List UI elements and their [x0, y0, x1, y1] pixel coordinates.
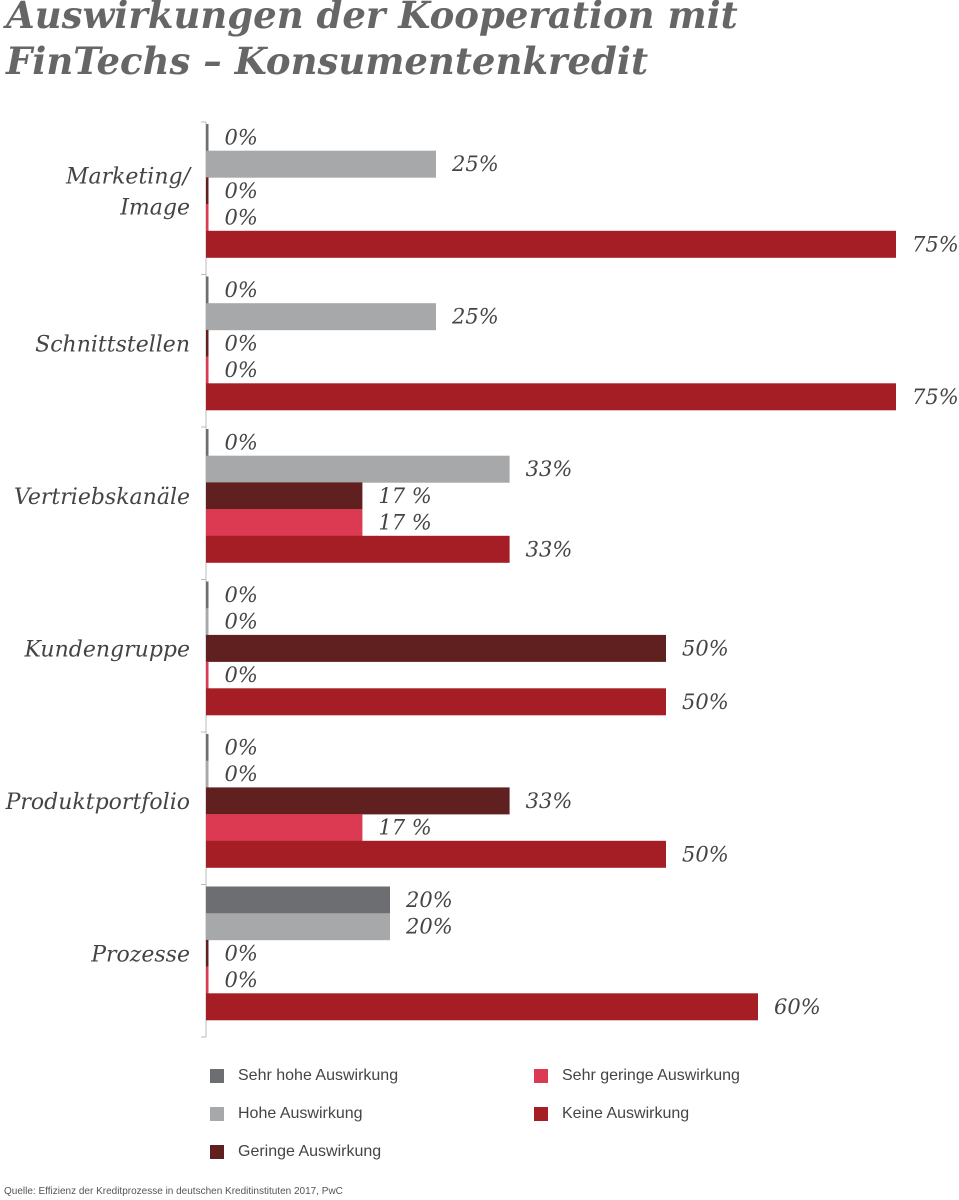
- chart-legend: Sehr hohe Auswirkung Hohe Auswirkung Gerin…: [210, 1058, 910, 1178]
- chart-title: Auswirkungen der Kooperation mit FinTech…: [6, 0, 946, 84]
- data-label: 33%: [526, 537, 573, 561]
- legend-label: Keine Auswirkung: [562, 1105, 690, 1122]
- legend-label: Sehr geringe Auswirkung: [562, 1067, 740, 1084]
- legend-label: Hohe Auswirkung: [238, 1105, 363, 1122]
- bar: [206, 276, 209, 304]
- category-label: Image: [119, 195, 190, 220]
- bar: [206, 329, 209, 357]
- legend-swatch: [210, 1145, 224, 1159]
- data-label: 0%: [225, 762, 258, 786]
- category-label: Marketing/: [65, 164, 193, 189]
- category-label: Vertriebskanäle: [14, 485, 190, 510]
- legend-swatch: [534, 1069, 548, 1083]
- data-label: 0%: [225, 126, 258, 150]
- category-label: Produktportfolio: [5, 790, 190, 815]
- bar: [206, 939, 209, 967]
- bar-chart: Marketing/Image0%25%0%0%75%Schnittstelle…: [5, 121, 959, 1038]
- bar: [206, 661, 209, 689]
- bar: [206, 787, 510, 815]
- bar: [206, 535, 510, 563]
- data-label: 20%: [405, 888, 453, 912]
- bar: [206, 177, 209, 205]
- legend-swatch: [210, 1069, 224, 1083]
- category-label: Prozesse: [90, 942, 190, 967]
- source-note: Quelle: Effizienz der Kreditprozesse in …: [4, 1186, 343, 1197]
- data-label: 17 %: [378, 816, 431, 840]
- data-label: 17 %: [378, 511, 431, 535]
- legend-item: Sehr hohe Auswirkung: [210, 1058, 398, 1094]
- data-label: 50%: [682, 842, 729, 866]
- data-label: 0%: [225, 583, 258, 607]
- bar: [206, 124, 209, 151]
- bar: [206, 760, 209, 788]
- legend-label: Geringe Auswirkung: [238, 1143, 382, 1160]
- data-label: 25%: [451, 152, 499, 176]
- bar: [206, 913, 390, 941]
- bar: [206, 886, 390, 914]
- bar: [206, 581, 209, 609]
- data-label: 50%: [682, 636, 729, 660]
- data-label: 75%: [912, 385, 959, 409]
- bar: [206, 455, 510, 483]
- chart-title-line-1: Auswirkungen der Kooperation mit: [6, 0, 738, 37]
- bar: [206, 608, 209, 636]
- legend-swatch: [534, 1107, 548, 1121]
- category-label: Schnittstellen: [35, 332, 190, 357]
- data-label: 0%: [225, 278, 258, 302]
- data-label: 0%: [225, 179, 258, 203]
- bar: [206, 482, 363, 510]
- data-label: 60%: [774, 995, 821, 1019]
- data-label: 0%: [225, 941, 258, 965]
- category-label: Kundengruppe: [23, 637, 190, 662]
- bar: [206, 383, 896, 411]
- bar: [206, 966, 209, 994]
- chart-title-line-2: FinTechs – Konsumentenkredit: [6, 39, 649, 83]
- legend-swatch: [210, 1107, 224, 1121]
- legend-item: Hohe Auswirkung: [210, 1096, 363, 1132]
- legend-label: Sehr hohe Auswirkung: [238, 1067, 399, 1084]
- data-label: 25%: [451, 305, 499, 329]
- bar: [206, 356, 209, 384]
- bar: [206, 814, 363, 842]
- data-label: 0%: [225, 206, 258, 230]
- bar: [206, 509, 363, 537]
- data-label: 0%: [225, 968, 258, 992]
- data-label: 17 %: [378, 484, 431, 508]
- data-label: 0%: [225, 610, 258, 634]
- bar: [206, 688, 666, 716]
- data-label: 20%: [405, 915, 453, 939]
- data-label: 0%: [225, 358, 258, 382]
- data-label: 33%: [526, 789, 573, 813]
- data-label: 75%: [912, 232, 959, 256]
- legend-item: Sehr geringe Auswirkung: [534, 1058, 740, 1094]
- bar: [206, 303, 436, 331]
- data-label: 33%: [526, 457, 573, 481]
- data-label: 50%: [682, 690, 729, 714]
- legend-item: Keine Auswirkung: [534, 1096, 689, 1132]
- data-label: 0%: [225, 331, 258, 355]
- legend-item: Geringe Auswirkung: [210, 1134, 381, 1170]
- bar: [206, 429, 209, 456]
- data-label: 0%: [225, 663, 258, 687]
- bar: [206, 230, 896, 258]
- bar: [206, 204, 209, 232]
- bar: [206, 734, 209, 761]
- bar: [206, 634, 666, 662]
- bar: [206, 993, 758, 1021]
- bar: [206, 150, 436, 178]
- data-label: 0%: [225, 431, 258, 455]
- bar: [206, 840, 666, 868]
- data-label: 0%: [225, 736, 258, 760]
